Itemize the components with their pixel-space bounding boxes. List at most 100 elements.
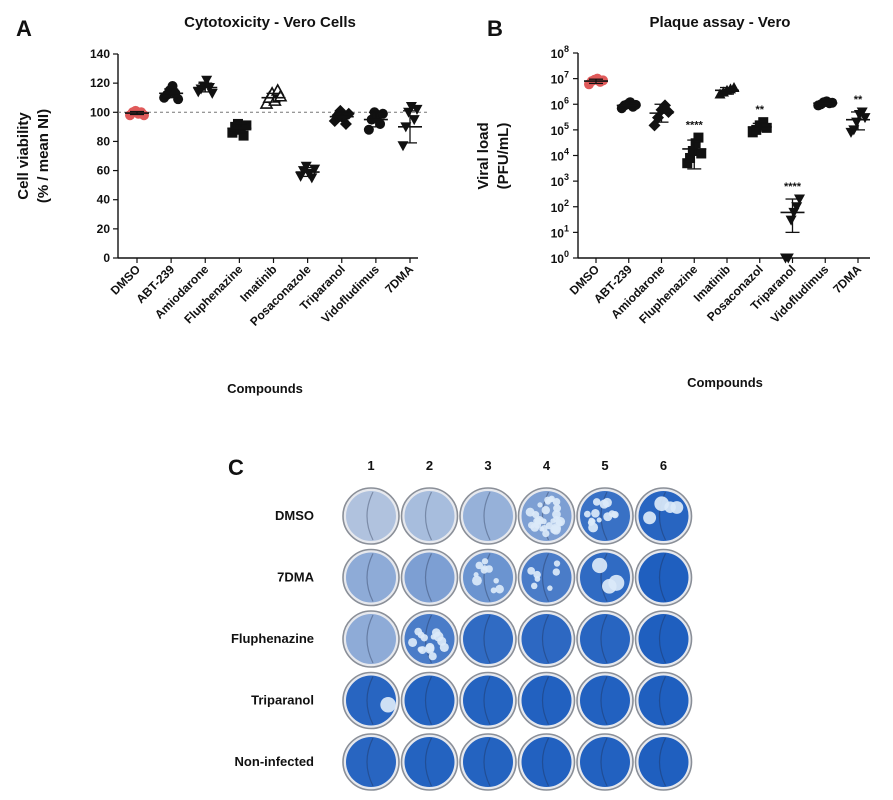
chart-a-error-bar bbox=[125, 110, 149, 116]
plaque bbox=[608, 510, 616, 518]
plate-well bbox=[634, 487, 693, 545]
plaque bbox=[552, 568, 560, 576]
plaque bbox=[540, 518, 547, 525]
plate-well-scratch bbox=[366, 553, 374, 602]
plate-well bbox=[517, 733, 576, 791]
plate-column-label: 6 bbox=[660, 458, 667, 473]
plaque bbox=[530, 582, 538, 590]
chart-a-ytick-label: 120 bbox=[90, 76, 110, 90]
plate-well-monolayer bbox=[346, 737, 396, 787]
plaque bbox=[525, 507, 535, 517]
plate-well-scratch bbox=[483, 553, 491, 602]
plate-row-label: Non-infected bbox=[235, 754, 315, 769]
plaque bbox=[588, 522, 599, 533]
chart-b-error-bar bbox=[584, 78, 608, 85]
chart-a-ytick-label: 60 bbox=[97, 164, 111, 178]
plate-well-scratch bbox=[424, 676, 433, 725]
chart-b-error-bar bbox=[813, 100, 838, 107]
plate-well-scratch bbox=[600, 491, 608, 541]
plate-well bbox=[400, 733, 459, 791]
plate-well-monolayer bbox=[346, 614, 396, 664]
chart-a-ytick-label: 40 bbox=[97, 193, 111, 207]
chart-a-data-point bbox=[408, 115, 420, 126]
plaque bbox=[547, 585, 553, 591]
plate-well bbox=[634, 671, 693, 730]
plaque bbox=[552, 510, 561, 519]
chart-a-series-7dma bbox=[397, 101, 423, 152]
plate-well-monolayer bbox=[580, 737, 630, 787]
chart-a-data-point bbox=[377, 108, 388, 119]
plate-well-monolayer bbox=[580, 552, 630, 603]
panel-a-letter: A bbox=[16, 16, 32, 41]
chart-b-data-point bbox=[859, 113, 871, 124]
plate-well-scratch bbox=[600, 553, 608, 602]
plaque bbox=[596, 517, 602, 523]
chart-b-data-point bbox=[782, 253, 794, 264]
plate-well-scratch bbox=[483, 491, 491, 541]
chart-b-error-bar bbox=[780, 198, 805, 234]
chart-b-ytick-label: 100 bbox=[551, 249, 569, 266]
chart-a-data-point bbox=[300, 161, 312, 172]
plate-well-scratch bbox=[483, 737, 491, 787]
plate-well-scratch bbox=[600, 737, 608, 787]
plaque bbox=[542, 529, 550, 538]
chart-b-data-point bbox=[761, 122, 772, 133]
chart-b-series-abt-239 bbox=[616, 97, 641, 114]
plate-well-scratch bbox=[600, 676, 608, 725]
plate-column-label: 1 bbox=[367, 458, 374, 473]
plaque bbox=[591, 509, 600, 518]
chart-a-data-point bbox=[238, 130, 249, 141]
plaque bbox=[545, 498, 551, 505]
chart-b-ytick-label: 105 bbox=[551, 121, 569, 138]
plaque bbox=[425, 644, 435, 654]
chart-a-series-posaconazole bbox=[295, 161, 321, 184]
chart-a-ytick-label: 20 bbox=[97, 222, 111, 236]
plate-well-scratch bbox=[541, 553, 550, 602]
chart-b-ytick-label: 104 bbox=[551, 147, 569, 164]
plate-well bbox=[459, 610, 517, 668]
plate-well bbox=[576, 548, 634, 607]
chart-b-ytick-label: 106 bbox=[551, 95, 569, 112]
plate-well-scratch bbox=[366, 614, 374, 664]
plate-row-label: 7DMA bbox=[277, 570, 314, 585]
chart-a-data-point bbox=[201, 75, 213, 86]
chart-b-ytick-label: 103 bbox=[551, 172, 569, 189]
chart-b-data-point bbox=[693, 132, 704, 143]
plate-well bbox=[576, 671, 634, 730]
plate-well bbox=[342, 487, 400, 545]
chart-a-error-bar bbox=[295, 167, 320, 178]
chart-b-data-point bbox=[685, 152, 696, 163]
chart-b-category-label: Vidofludimus bbox=[768, 262, 832, 326]
chart-a-ylabel-line1: Cell viability bbox=[15, 112, 32, 200]
plate-well-scratch bbox=[541, 737, 550, 787]
chart-b-series-fluphenazine bbox=[682, 132, 707, 170]
chart-b-series-7dma bbox=[845, 107, 871, 138]
plaque bbox=[481, 558, 489, 565]
plate-well-monolayer bbox=[521, 552, 572, 603]
plate-well-monolayer bbox=[463, 552, 513, 603]
plate-well bbox=[342, 548, 400, 607]
chart-a-data-point bbox=[411, 104, 423, 115]
chart-a-data-point bbox=[397, 141, 409, 152]
plaque bbox=[472, 575, 482, 586]
plaque bbox=[584, 510, 591, 518]
panel-c-letter: C bbox=[228, 455, 244, 480]
chart-a-series-triparanol bbox=[328, 104, 355, 130]
chart-b-error-bar bbox=[715, 86, 739, 95]
plaque bbox=[495, 584, 504, 594]
chart-b-ytick-label: 107 bbox=[551, 70, 569, 87]
plaque bbox=[530, 522, 540, 532]
plaque bbox=[599, 499, 609, 509]
plaque bbox=[437, 636, 447, 646]
plate-well bbox=[400, 548, 459, 607]
plate-well-monolayer bbox=[521, 737, 572, 787]
chart-a-data-point bbox=[235, 124, 246, 135]
chart-b-significance-label: **** bbox=[686, 120, 704, 132]
chart-b-series-triparanol bbox=[780, 194, 805, 264]
plaque bbox=[490, 587, 497, 594]
chart-b-error-bar bbox=[682, 139, 707, 170]
plate-well bbox=[576, 733, 634, 791]
chart-a-series-abt-239 bbox=[159, 81, 184, 105]
chart-a-data-point bbox=[241, 120, 252, 131]
chart-b-xlabel: Compounds bbox=[687, 375, 763, 390]
